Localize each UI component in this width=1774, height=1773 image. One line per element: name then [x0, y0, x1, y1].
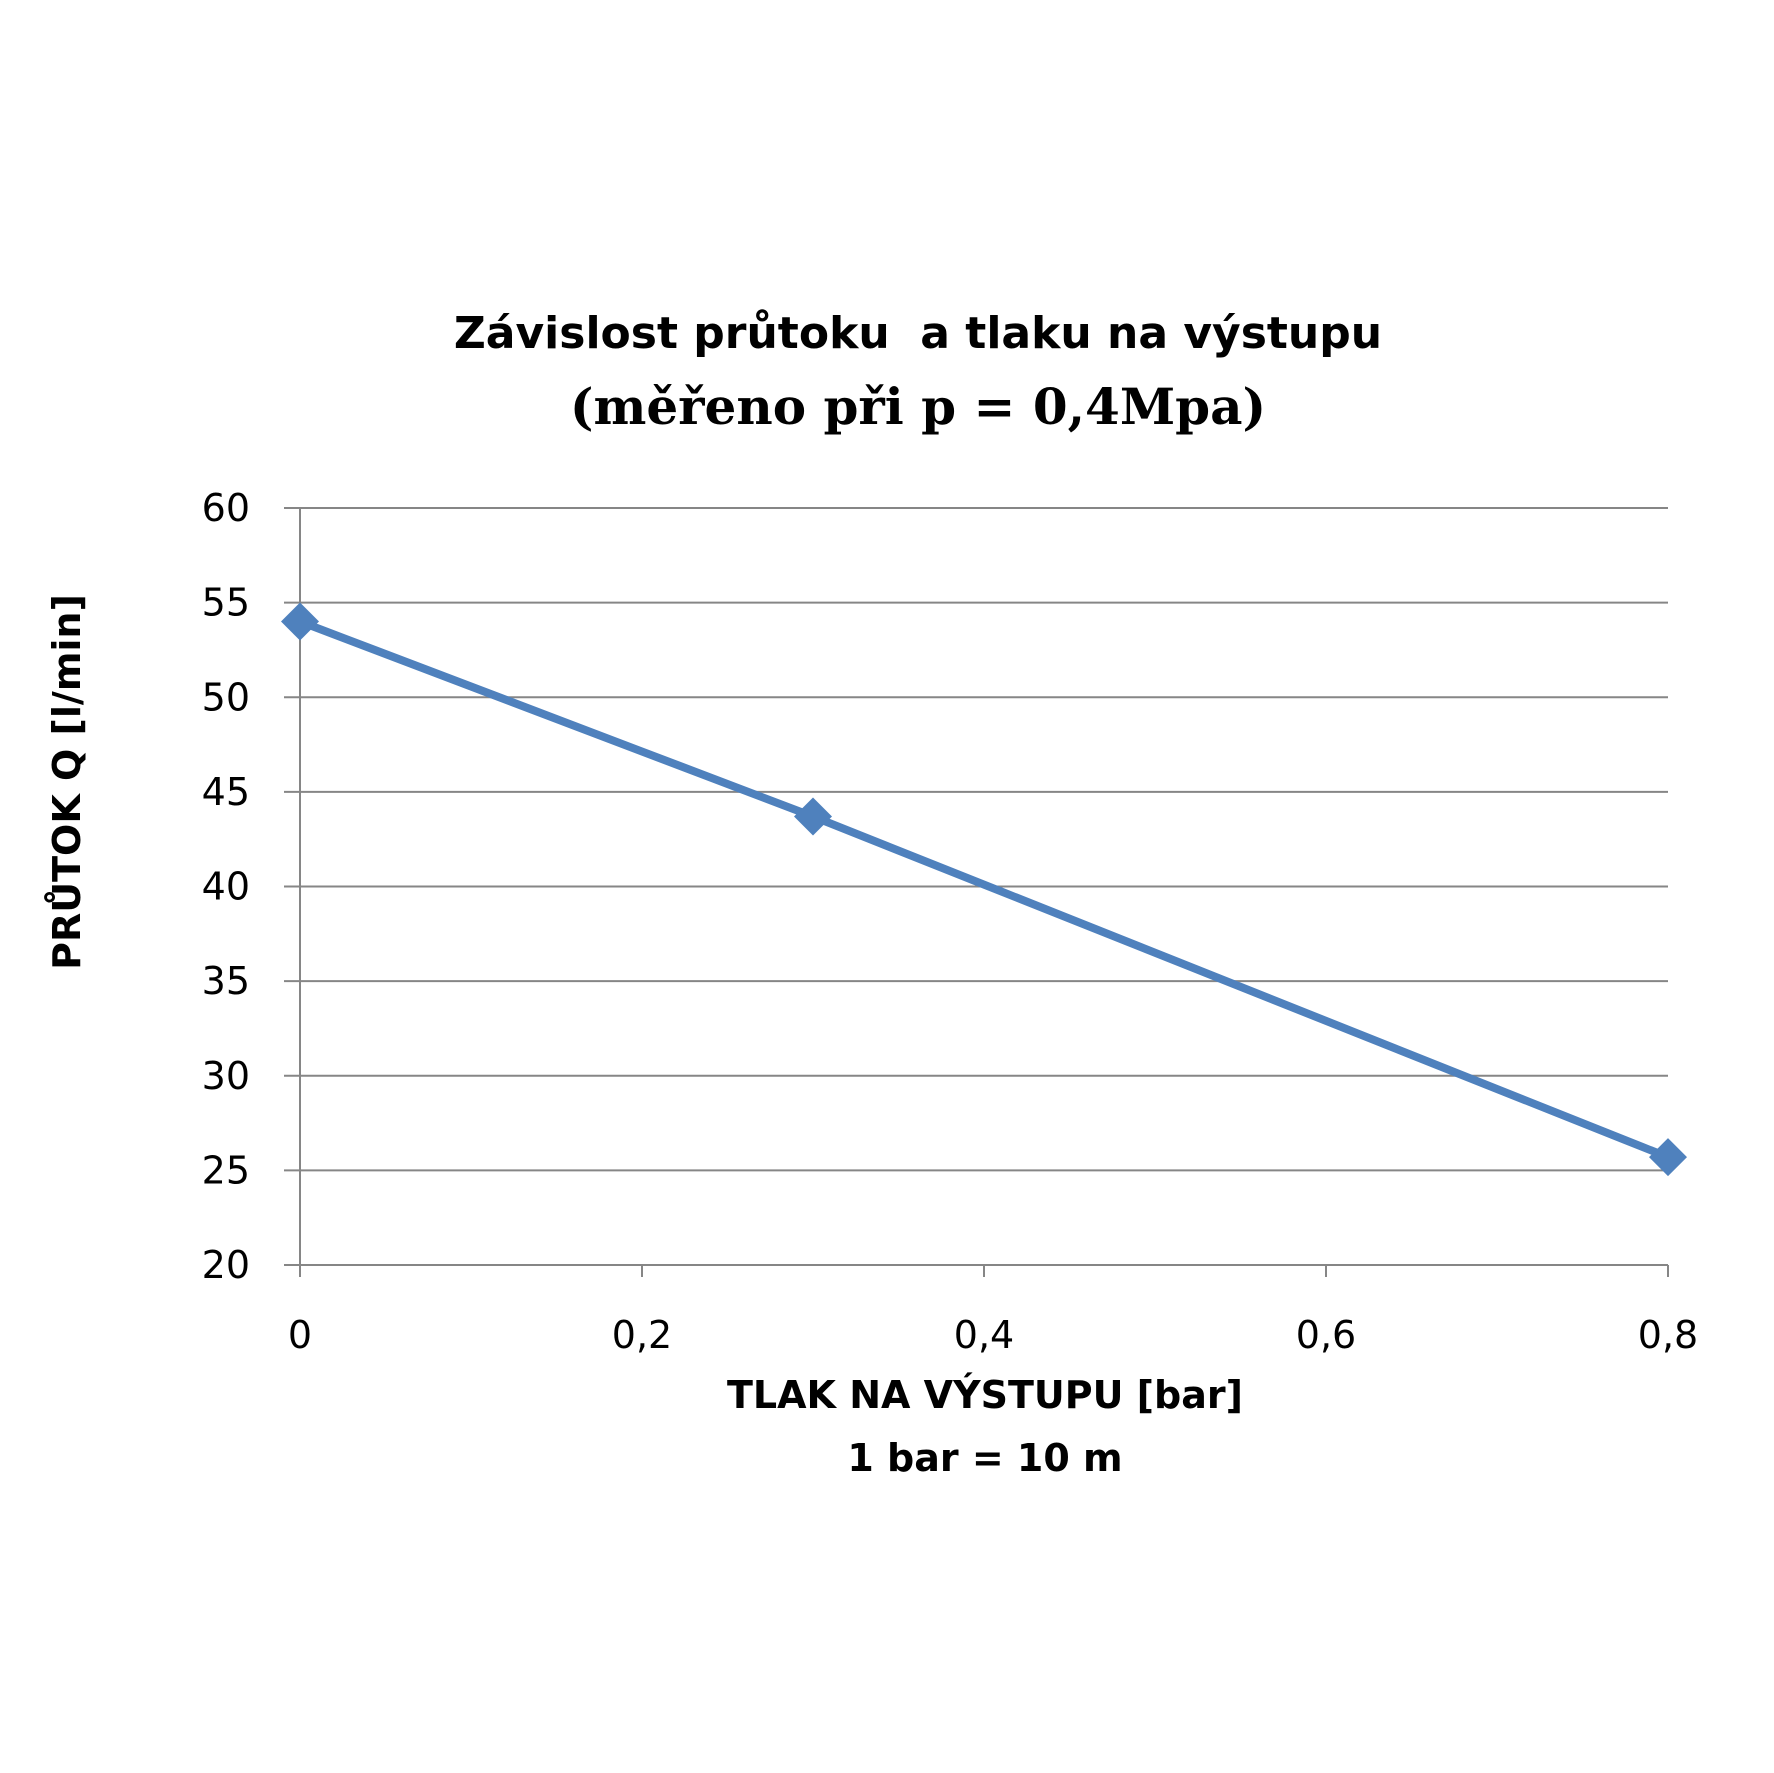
x-tick-label: 0 — [288, 1313, 312, 1357]
y-tick-label: 55 — [202, 581, 250, 625]
data-point-marker — [1649, 1138, 1687, 1177]
series — [281, 602, 1687, 1177]
x-axis-ticks: 0 0,2 0,4 0,6 0,8 — [288, 1265, 1698, 1357]
y-tick-label: 45 — [202, 770, 250, 814]
x-axis-subtitle: 1 bar = 10 m — [847, 1436, 1122, 1480]
y-tick-label: 30 — [202, 1054, 250, 1098]
y-tick-label: 35 — [202, 959, 250, 1003]
gridlines — [284, 507, 1668, 1172]
series-line — [296, 617, 1672, 1162]
y-tick-label: 20 — [202, 1243, 250, 1287]
y-tick-label: 40 — [202, 865, 250, 909]
y-axis-ticks: 20 25 30 35 40 45 50 55 60 — [202, 486, 250, 1287]
x-tick-label: 0,4 — [954, 1313, 1014, 1357]
chart-title: Závislost průtoku a tlaku na výstupu — [454, 308, 1382, 359]
x-tick-label: 0,8 — [1638, 1313, 1698, 1357]
data-point-marker — [794, 797, 832, 836]
chart-subtitle: (měřeno při p = 0,4Mpa) — [570, 377, 1266, 436]
x-tick-label: 0,6 — [1296, 1313, 1356, 1357]
y-tick-label: 25 — [202, 1148, 250, 1192]
y-tick-label: 60 — [202, 486, 250, 530]
data-point-marker — [281, 602, 319, 641]
x-tick-label: 0,2 — [612, 1313, 672, 1357]
y-axis-title: PRŮTOK Q [l/min] — [45, 594, 89, 970]
y-tick-label: 50 — [202, 675, 250, 719]
x-axis-title: TLAK NA VÝSTUPU [bar] — [727, 1373, 1243, 1417]
